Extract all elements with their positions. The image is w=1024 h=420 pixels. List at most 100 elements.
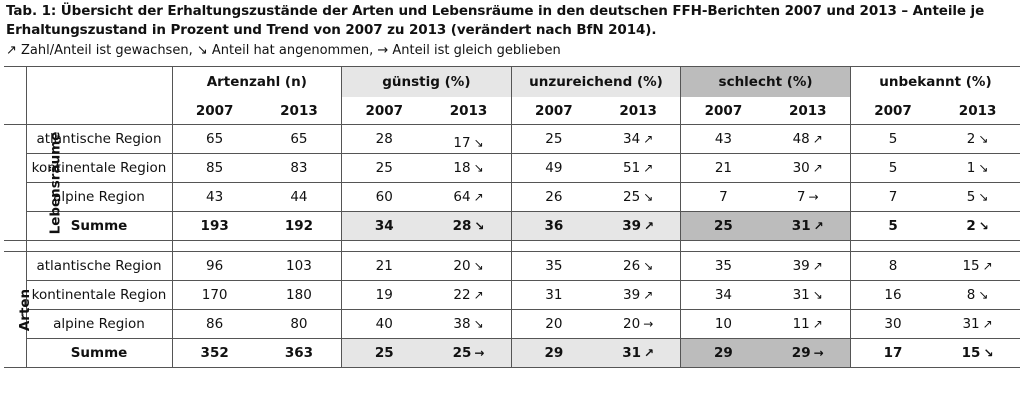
cell-value: 5 ↘ xyxy=(935,182,1020,212)
cell-value: 192 xyxy=(256,211,342,241)
cell-value: 28 ↘ xyxy=(426,211,512,241)
trend-icon: ↘ xyxy=(812,288,823,302)
cell-value: 8 ↘ xyxy=(935,280,1020,310)
trend-icon: ↗ xyxy=(813,219,824,233)
year-label: 2013 xyxy=(595,97,681,125)
cell-value: 48 ↗ xyxy=(765,124,851,154)
row-label: alpine Region xyxy=(25,309,173,339)
trend-icon: ↗ xyxy=(812,259,823,273)
table-title: Tab. 1: Übersicht der Erhaltungszustände… xyxy=(6,3,985,38)
cell-value: 40 xyxy=(341,309,427,339)
trend-icon: ↘ xyxy=(474,219,485,233)
trend-icon: ↗ xyxy=(644,346,655,360)
cell-value: 25 xyxy=(341,338,427,368)
header-row-years: 2007 2013 2007 2013 2007 2013 2007 2013 … xyxy=(4,97,1020,125)
table-row-sum: Summe 352 363 25 25 → 29 31 ↗ 29 29 → 17 15… xyxy=(4,338,1020,368)
year-label: 2013 xyxy=(256,97,342,125)
cell-value: 20 ↘ xyxy=(426,251,512,281)
cell-value: 5 xyxy=(849,153,936,183)
cell-value: 35 xyxy=(680,251,766,281)
cell-value: 25 xyxy=(510,124,596,154)
row-label: atlantische Region xyxy=(25,251,173,281)
trend-icon: ↗ xyxy=(473,190,484,204)
cell-value: 31 ↗ xyxy=(935,309,1020,339)
cell-value: 26 xyxy=(510,182,596,212)
cell-value: 21 xyxy=(341,251,427,281)
cell-value: 25 ↘ xyxy=(595,182,681,212)
trend-icon: ↗ xyxy=(982,259,993,273)
cell-value: 83 xyxy=(256,153,342,183)
cell-value: 20 → xyxy=(595,309,681,339)
cell-value: 29 xyxy=(680,338,766,368)
trend-icon: ↘ xyxy=(473,161,484,175)
cell-value: 80 xyxy=(256,309,342,339)
trend-icon: ↗ xyxy=(982,317,993,331)
cell-value: 31 ↗ xyxy=(595,338,681,368)
header-count: Artenzahl (n) xyxy=(172,66,342,97)
cell-value: 60 xyxy=(341,182,427,212)
row-label: Summe xyxy=(25,211,173,241)
trend-icon: ↘ xyxy=(643,190,654,204)
cell-value: 180 xyxy=(256,280,342,310)
trend-icon: ↘ xyxy=(473,259,484,273)
cell-value: 34 xyxy=(341,211,427,241)
cell-value: 30 xyxy=(849,309,936,339)
year-label: 2007 xyxy=(172,97,257,125)
cell-value: 2 ↘ xyxy=(935,211,1020,241)
cell-value: 38 ↘ xyxy=(426,309,512,339)
header-favourable: günstig (%) xyxy=(341,66,512,97)
header-bad: schlecht (%) xyxy=(680,66,851,97)
table-row: Arten atlantische Region 96 103 21 20 ↘ 3… xyxy=(4,251,1020,368)
cell-value: 26 ↘ xyxy=(595,251,681,281)
trend-icon: ↗ xyxy=(473,288,484,302)
cell-value: 21 xyxy=(680,153,766,183)
trend-icon: ↘ xyxy=(978,190,989,204)
header-inadequate: unzureichend (%) xyxy=(510,66,681,97)
year-label: 2007 xyxy=(680,97,766,125)
cell-value: 34 xyxy=(680,280,766,310)
year-label: 2013 xyxy=(426,97,512,125)
cell-value: 65 xyxy=(256,124,342,154)
cell-value: 29 → xyxy=(765,338,851,368)
trend-icon: ↗ xyxy=(643,288,654,302)
cell-value: 18 ↘ xyxy=(426,153,512,183)
cell-value: 22 ↗ xyxy=(426,280,512,310)
cell-value: 39 ↗ xyxy=(595,280,681,310)
year-label: 2007 xyxy=(510,97,596,125)
row-label: Summe xyxy=(25,338,173,368)
trend-icon: → xyxy=(813,346,824,360)
year-label: 2007 xyxy=(849,97,936,125)
cell-value: 29 xyxy=(510,338,596,368)
cell-value: 30 ↗ xyxy=(765,153,851,183)
cell-value: 25 xyxy=(680,211,766,241)
cell-value: 16 xyxy=(849,280,936,310)
trend-icon: → xyxy=(808,190,819,204)
cell-value: 193 xyxy=(172,211,257,241)
conservation-status-table: Artenzahl (n) günstig (%) unzureichend (… xyxy=(4,66,1020,368)
row-label: atlantische Region xyxy=(25,124,173,154)
group-label-habitats: Lebensräume xyxy=(4,124,63,241)
trend-icon: ↘ xyxy=(978,161,989,175)
cell-value: 86 xyxy=(172,309,257,339)
cell-value: 10 xyxy=(680,309,766,339)
trend-legend: ↗ Zahl/Anteil ist gewachsen, ↘ Anteil ha… xyxy=(6,43,561,58)
cell-value: 352 xyxy=(172,338,257,368)
cell-value: 49 xyxy=(510,153,596,183)
cell-value: 96 xyxy=(172,251,257,281)
table-row: kontinentale Region 85 83 25 18 ↘ 49 51 ↗ … xyxy=(4,153,1020,183)
cell-value: 170 xyxy=(172,280,257,310)
trend-icon: ↘ xyxy=(983,346,994,360)
cell-value: 17 ↘ xyxy=(426,124,512,154)
trend-icon: ↘ xyxy=(473,317,484,331)
cell-value: 7 xyxy=(849,182,936,212)
trend-icon: ↗ xyxy=(812,161,823,175)
cell-value: 7 xyxy=(680,182,766,212)
table-row: kontinentale Region 170 180 19 22 ↗ 31 39… xyxy=(4,280,1020,310)
trend-icon: ↗ xyxy=(812,132,823,146)
group-separator xyxy=(4,240,1020,252)
header-unknown: unbekannt (%) xyxy=(849,66,1020,97)
year-label: 2007 xyxy=(341,97,427,125)
cell-value: 36 xyxy=(510,211,596,241)
cell-value: 31 xyxy=(510,280,596,310)
cell-value: 8 xyxy=(849,251,936,281)
